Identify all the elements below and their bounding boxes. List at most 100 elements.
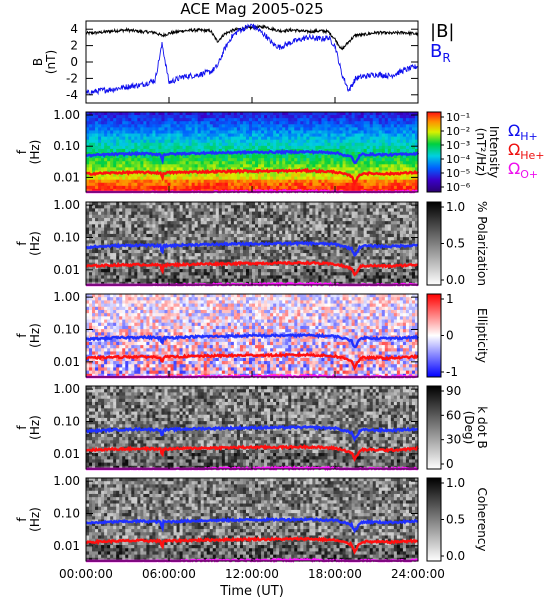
spectrogram-cell	[405, 112, 410, 116]
spectrogram-cell	[239, 121, 244, 125]
spectrogram-cell	[375, 185, 380, 190]
spectrogram-cell	[143, 164, 147, 168]
spectrogram-cell	[354, 202, 359, 206]
spectrogram-cell	[384, 211, 389, 216]
spectrogram-cell	[224, 139, 229, 144]
spectrogram-cell	[348, 217, 352, 222]
spectrogram-cell	[258, 145, 262, 150]
spectrogram-cell	[227, 249, 232, 254]
spectrogram-cell	[95, 214, 99, 219]
spectrogram-cell	[315, 205, 319, 209]
spectrogram-cell	[342, 182, 346, 187]
spectrogram-cell	[402, 115, 407, 119]
spectrogram-cell	[155, 208, 159, 212]
spectrogram-cell	[218, 118, 223, 122]
spectrogram-cell	[285, 158, 289, 162]
spectrogram-cell	[267, 155, 271, 159]
spectrogram-cell	[342, 211, 346, 216]
spectrogram-cell	[306, 256, 310, 260]
spectrogram-cell	[258, 182, 262, 187]
spectrogram-cell	[122, 217, 126, 222]
spectrogram-cell	[194, 173, 199, 178]
spectrogram-cell	[384, 230, 389, 235]
spectrogram-cell	[86, 167, 90, 171]
spectrogram-cell	[375, 142, 380, 147]
spectrogram-cell	[390, 121, 395, 125]
spectrogram-cell	[261, 139, 265, 144]
spectrogram-cell	[167, 139, 171, 144]
spectrogram-cell	[324, 124, 328, 128]
spectrogram-cell	[203, 185, 208, 190]
spectrogram-cell	[134, 185, 138, 190]
spectrogram-cell	[164, 182, 168, 187]
spectrogram-cell	[182, 176, 186, 181]
spectrogram-cell	[95, 246, 99, 251]
spectrogram-cell	[140, 155, 144, 159]
spectrogram-cell	[191, 118, 196, 122]
spectrogram-cell	[179, 136, 183, 141]
spectrogram-cell	[393, 115, 398, 119]
spectrogram-cell	[372, 179, 377, 184]
spectrogram-cell	[122, 136, 126, 141]
spectrogram-cell	[411, 139, 416, 144]
spectrogram-cell	[321, 164, 325, 168]
spectrogram-cell	[146, 133, 150, 138]
spectrogram-cell	[206, 139, 211, 144]
spectrogram-cell	[185, 164, 190, 168]
spectrogram-cell	[384, 133, 389, 138]
spectrogram-cell	[215, 121, 220, 125]
spectrogram-cell	[209, 130, 214, 134]
spectrogram-cell	[128, 121, 132, 125]
spectrogram-cell	[173, 217, 177, 222]
spectrogram-cell	[122, 208, 126, 212]
spectrogram-cell	[306, 246, 310, 251]
spectrogram-cell	[306, 145, 310, 150]
spectrogram-cell	[297, 214, 301, 219]
spectrogram-cell	[327, 145, 331, 150]
spectrogram-cell	[333, 164, 337, 168]
spectrogram-cell	[89, 164, 93, 168]
spectrogram-cell	[369, 167, 374, 171]
spectrogram-cell	[411, 237, 416, 241]
spectrogram-cell	[363, 237, 368, 241]
spectrogram-cell	[270, 217, 274, 222]
spectrogram-cell	[258, 170, 262, 174]
spectrogram-cell	[354, 205, 359, 209]
spectrogram-cell	[224, 127, 229, 131]
spectrogram-cell	[218, 136, 223, 141]
spectrogram-cell	[342, 133, 346, 138]
spectrogram-cell	[291, 164, 295, 168]
spectrogram-cell	[179, 246, 183, 251]
spectrogram-cell	[411, 227, 416, 232]
spectrogram-cell	[378, 205, 383, 209]
spectrogram-cell	[381, 118, 386, 122]
spectrogram-cell	[324, 214, 328, 219]
spectrogram-cell	[375, 237, 380, 241]
spectrogram-cell	[95, 170, 99, 174]
spectrogram-cell	[110, 133, 114, 138]
spectrogram-cell	[282, 205, 286, 209]
spectrogram-cell	[212, 224, 217, 228]
spectrogram-cell	[354, 155, 359, 159]
spectrogram-cell	[98, 176, 102, 181]
spectrogram-cell	[230, 142, 235, 147]
spectrogram-cell	[131, 224, 135, 228]
spectrogram-cell	[125, 124, 129, 128]
spectrogram-cell	[345, 161, 349, 165]
spectrogram-cell	[179, 118, 183, 122]
spectrogram-cell	[170, 115, 174, 119]
spectrogram-cell	[209, 176, 214, 181]
spectrogram-cell	[116, 127, 120, 131]
spectrogram-cell	[143, 121, 147, 125]
spectrogram-cell	[92, 217, 96, 222]
spectrogram-cell	[146, 249, 150, 254]
spectrogram-cell	[282, 253, 286, 257]
spectrogram-cell	[152, 121, 156, 125]
spectrogram-cell	[333, 136, 337, 141]
spectrogram-cell	[89, 161, 93, 165]
spectrogram-cell	[245, 249, 250, 254]
spectrogram-cell	[264, 121, 268, 125]
spectrogram-cell	[267, 214, 271, 219]
spectrogram-cell	[351, 217, 356, 222]
spectrogram-cell	[221, 145, 226, 150]
